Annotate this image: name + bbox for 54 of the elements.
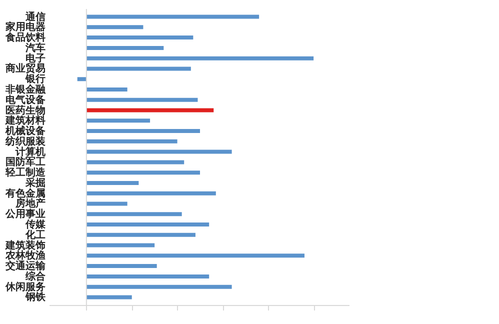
bar <box>86 232 196 237</box>
y-tick-label: 采掘 <box>24 176 46 189</box>
bar <box>86 202 128 206</box>
y-tick-label: 食品饮料 <box>4 32 46 44</box>
y-tick-label: 有色金属 <box>4 187 46 200</box>
y-tick-label: 非银金融 <box>4 83 46 96</box>
bar <box>86 222 210 227</box>
y-tick-label: 公用事业 <box>4 208 46 220</box>
bar <box>86 180 139 185</box>
bar <box>86 212 182 216</box>
y-tick-label: 交通运输 <box>4 260 46 272</box>
bar <box>86 108 214 112</box>
bar <box>86 98 198 102</box>
y-tick-label: 商业贸易 <box>4 62 46 75</box>
y-tick-label: 建筑装饰 <box>4 239 46 252</box>
bar <box>86 264 157 268</box>
y-tick-label: 建筑材料 <box>4 114 46 127</box>
bar <box>86 118 150 123</box>
bar <box>86 274 210 278</box>
y-tick-label: 家用电器 <box>4 21 46 34</box>
bar <box>86 191 216 196</box>
y-tick-label: 电子 <box>26 52 46 64</box>
y-tick-label: 休闲服务 <box>4 280 46 293</box>
bar <box>86 87 128 92</box>
bar <box>77 77 86 82</box>
bar <box>86 295 132 300</box>
y-tick-label: 国防军工 <box>6 156 46 168</box>
bar <box>86 284 232 289</box>
bar <box>86 14 260 19</box>
y-tick-label: 钢铁 <box>24 291 46 304</box>
bar <box>86 170 200 175</box>
bar <box>86 160 184 164</box>
bar <box>86 25 144 30</box>
bar <box>86 254 304 258</box>
y-tick-label: 房地产 <box>14 198 46 210</box>
y-tick-label: 医药生物 <box>6 104 46 116</box>
y-tick-label: 通信 <box>24 10 46 23</box>
y-tick-label: 化工 <box>24 228 46 241</box>
y-tick-label: 电气设备 <box>6 94 46 106</box>
bar <box>86 56 314 60</box>
y-tick-label: 汽车 <box>24 42 46 54</box>
bar <box>86 36 194 40</box>
y-tick-label: 传媒 <box>24 218 46 231</box>
bar <box>86 66 191 71</box>
y-tick-label: 计算机 <box>14 146 46 158</box>
bar <box>86 46 164 50</box>
y-tick-label: 纺织服装 <box>4 135 46 148</box>
bar <box>86 150 232 154</box>
y-tick-label: 轻工制造 <box>4 166 46 179</box>
bar <box>86 243 155 248</box>
bar <box>86 129 200 134</box>
y-tick-label: 银行 <box>24 73 46 86</box>
bar <box>86 139 178 144</box>
y-tick-label: 综合 <box>24 270 46 282</box>
